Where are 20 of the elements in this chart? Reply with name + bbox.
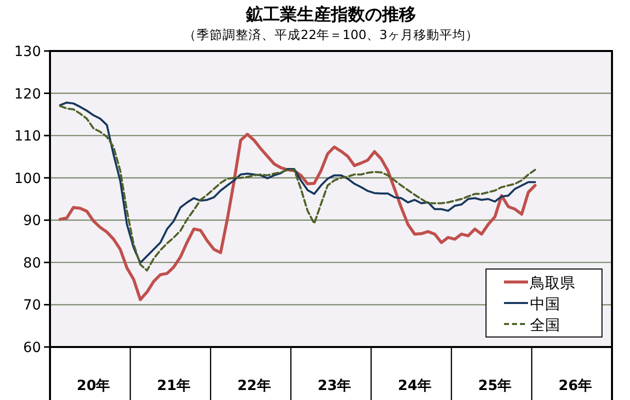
y-tick-label: 120 <box>14 86 41 102</box>
y-tick-label: 100 <box>14 170 41 187</box>
x-tick-label: 23年 <box>318 378 352 394</box>
x-tick-label: 21年 <box>157 378 191 394</box>
y-tick-label: 90 <box>23 213 41 230</box>
chart-title: 鉱工業生産指数の推移 <box>245 5 416 25</box>
legend-label: 中国 <box>530 295 560 313</box>
chart-subtitle: （季節調整済、平成22年＝100、3ヶ月移動平均） <box>184 27 478 42</box>
legend-label: 全国 <box>530 316 560 334</box>
x-tick-label: 24年 <box>398 378 432 394</box>
y-tick-label: 60 <box>23 340 41 356</box>
x-tick-label: 26年 <box>558 378 592 394</box>
y-tick-label: 110 <box>14 128 41 145</box>
x-tick-label: 22年 <box>237 378 271 394</box>
y-tick-label: 130 <box>14 44 41 60</box>
legend-label: 鳥取県 <box>529 274 575 292</box>
y-tick-label: 80 <box>23 255 41 272</box>
x-tick-label: 25年 <box>478 378 512 394</box>
x-tick-label: 20年 <box>76 378 110 394</box>
y-tick-label: 70 <box>23 298 41 314</box>
